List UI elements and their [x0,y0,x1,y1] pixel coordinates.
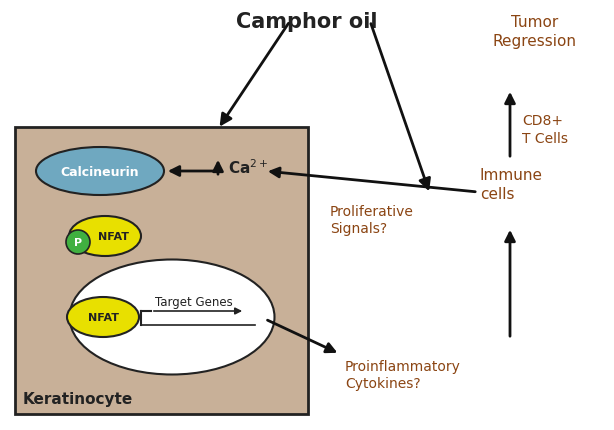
Text: Keratinocyte: Keratinocyte [23,391,133,406]
Ellipse shape [69,216,141,256]
Text: P: P [74,237,82,247]
Text: Immune
cells: Immune cells [480,168,543,201]
Circle shape [66,230,90,255]
Text: NFAT: NFAT [88,312,119,322]
Text: Proliferative
Signals?: Proliferative Signals? [330,205,414,236]
Text: NFAT: NFAT [98,231,128,241]
Text: CD8+
T Cells: CD8+ T Cells [522,114,568,145]
Text: Tumor
Regression: Tumor Regression [493,15,577,49]
Ellipse shape [69,260,274,375]
Bar [15,128,308,414]
Text: Camphor oil: Camphor oil [236,12,378,32]
Text: Target Genes: Target Genes [155,295,233,308]
Text: Calcineurin: Calcineurin [61,165,139,178]
Ellipse shape [36,147,164,196]
Text: Ca$^{2+}$: Ca$^{2+}$ [228,158,268,177]
Text: Proinflammatory
Cytokines?: Proinflammatory Cytokines? [345,359,461,390]
Ellipse shape [67,297,139,337]
